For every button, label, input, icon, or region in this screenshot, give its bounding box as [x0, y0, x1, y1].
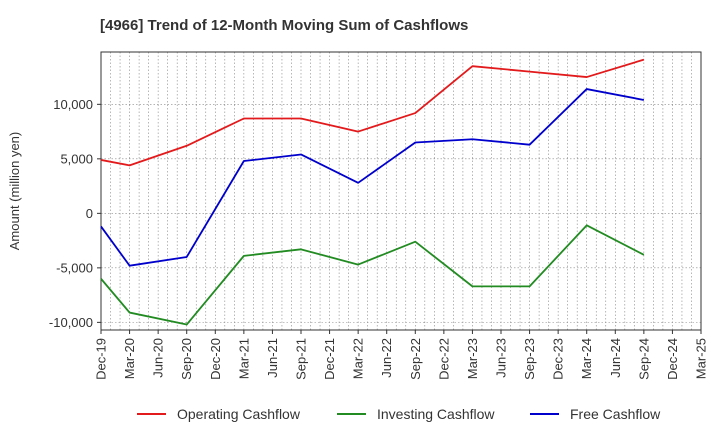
y-tick-label: -5,000 [56, 260, 93, 275]
legend-label: Free Cashflow [570, 406, 661, 422]
x-tick-label: Sep-24 [636, 338, 651, 380]
series-line-free-cashflow [100, 88, 645, 267]
x-tick-label: Mar-25 [694, 338, 709, 379]
legend-label: Investing Cashflow [377, 406, 495, 422]
x-tick-label: Sep-22 [408, 338, 423, 380]
plot-frame [100, 51, 702, 331]
y-axis-title: Amount (million yen) [7, 132, 22, 251]
series-line-operating-cashflow [100, 58, 645, 167]
x-tick-label: Mar-21 [236, 338, 251, 379]
x-tick-label: Sep-23 [522, 338, 537, 380]
y-tick-label: -10,000 [49, 315, 93, 330]
x-tick-label: Dec-19 [94, 338, 109, 380]
x-tick-label: Dec-23 [551, 338, 566, 380]
x-tick-label: Mar-24 [579, 338, 594, 379]
x-tick-label: Dec-22 [436, 338, 451, 380]
x-tick-label: Jun-22 [379, 338, 394, 378]
y-axis: -10,000 -5,000 0 5,000 10,000 [49, 97, 101, 330]
legend-label: Operating Cashflow [177, 406, 301, 422]
series-line-investing-cashflow [100, 224, 645, 326]
x-tick-label: Sep-20 [179, 338, 194, 380]
x-axis: Dec-19 Mar-20 Jun-20 Sep-20 Dec-20 Mar-21 Jun-… [94, 330, 709, 380]
chart-title: [4966] Trend of 12-Month Moving Sum of C… [100, 17, 468, 34]
x-tick-label: Jun-20 [151, 338, 166, 378]
x-tick-label: Dec-24 [665, 338, 680, 380]
x-tick-label: Dec-21 [322, 338, 337, 380]
x-tick-label: Sep-21 [294, 338, 309, 380]
x-tick-label: Mar-20 [122, 338, 137, 379]
y-tick-label: 10,000 [53, 97, 93, 112]
series-lines [100, 58, 645, 326]
x-tick-label: Mar-23 [465, 338, 480, 379]
x-tick-label: Jun-21 [265, 338, 280, 378]
x-tick-label: Jun-24 [608, 338, 623, 378]
legend: Operating Cashflow Investing Cashflow Free… [137, 406, 661, 422]
x-tick-label: Dec-20 [208, 338, 223, 380]
y-tick-label: 5,000 [60, 151, 93, 166]
x-tick-label: Jun-23 [494, 338, 509, 378]
x-tick-label: Mar-22 [351, 338, 366, 379]
y-tick-label: 0 [86, 206, 93, 221]
